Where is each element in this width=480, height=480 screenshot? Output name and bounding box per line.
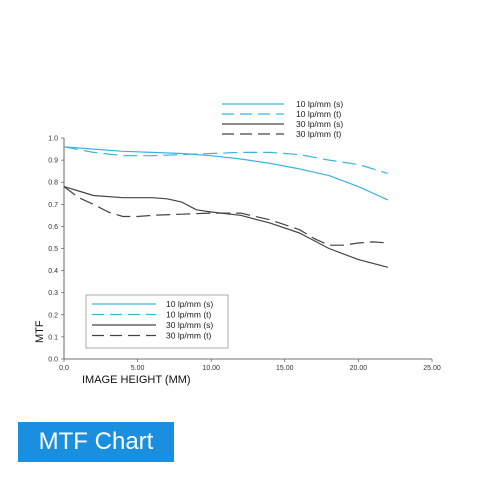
series-line-2 — [63, 186, 388, 268]
y-tick-label: 0.7 — [48, 202, 58, 209]
legend-bottom-left: 10 lp/mm (s)10 lp/mm (t)30 lp/mm (s)30 l… — [85, 294, 229, 349]
x-tick-label: 5.00 — [131, 365, 145, 372]
legend-label-2: 30 lp/mm (s) — [166, 320, 213, 330]
y-tick-label: 0.2 — [48, 312, 58, 319]
y-tick-label: 0.5 — [48, 246, 58, 253]
legend-label-0: 10 lp/mm (s) — [166, 299, 213, 309]
x-axis-label: IMAGE HEIGHT (MM) — [82, 374, 191, 386]
y-tick-label: 0.0 — [48, 357, 58, 364]
x-tick-label: 15.00 — [276, 365, 294, 372]
legend-label-3: 30 lp/mm (t) — [166, 331, 212, 341]
x-tick-label: 0.0 — [59, 365, 69, 372]
y-tick-label: 0.1 — [48, 334, 58, 341]
y-tick-label: 0.4 — [48, 268, 58, 275]
legend-label-0: 10 lp/mm (s) — [296, 99, 343, 109]
legend-label-1: 10 lp/mm (t) — [166, 310, 212, 320]
series-line-3 — [63, 186, 388, 246]
legend-label-3: 30 lp/mm (t) — [296, 129, 342, 139]
y-tick-label: 0.3 — [48, 290, 58, 297]
mtf-chart: 0.0 0.1 0.2 0.3 0.4 0.5 0.6 0.7 0.8 0.9 1.0 0.0 5.00… — [34, 99, 441, 387]
y-tick-label: 0.8 — [48, 180, 58, 187]
legend-label-1: 10 lp/mm (t) — [296, 109, 342, 119]
series-line-1 — [63, 146, 388, 174]
y-axis-label: MTF — [34, 320, 46, 343]
x-tick-label: 10.00 — [202, 365, 220, 372]
y-tick-label: 1.0 — [48, 136, 58, 143]
caption-text: MTF Chart — [38, 428, 154, 455]
x-tick-label: 25.00 — [423, 365, 441, 372]
y-tick-label: 0.9 — [48, 158, 58, 165]
y-tick-label: 0.6 — [48, 224, 58, 231]
legend-label-2: 30 lp/mm (s) — [296, 119, 343, 129]
series-line-0 — [63, 146, 389, 201]
x-tick-label: 20.00 — [350, 365, 368, 372]
chart-caption-banner: MTF Chart — [18, 422, 174, 462]
legend-top-right: 10 lp/mm (s)10 lp/mm (t)30 lp/mm (s)30 l… — [222, 99, 343, 139]
chart-series-layer — [63, 146, 389, 268]
chart-axes: 0.0 0.1 0.2 0.3 0.4 0.5 0.6 0.7 0.8 0.9 1.0 0.0 5.00… — [34, 136, 441, 387]
